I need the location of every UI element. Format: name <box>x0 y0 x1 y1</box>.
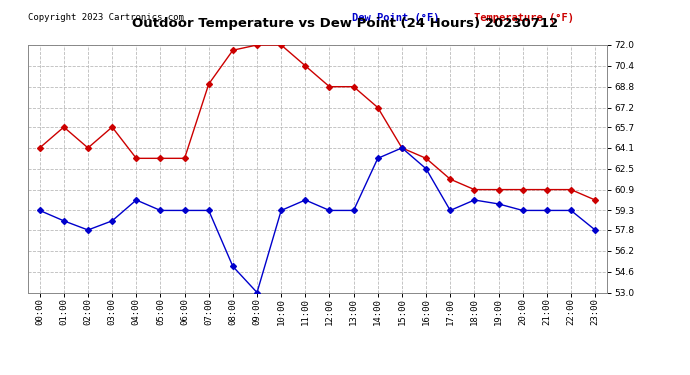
Text: Outdoor Temperature vs Dew Point (24 Hours) 20230712: Outdoor Temperature vs Dew Point (24 Hou… <box>132 17 558 30</box>
Text: Temperature (°F): Temperature (°F) <box>474 13 574 23</box>
Text: Dew Point (°F): Dew Point (°F) <box>352 13 440 23</box>
Text: Copyright 2023 Cartronics.com: Copyright 2023 Cartronics.com <box>28 13 184 22</box>
